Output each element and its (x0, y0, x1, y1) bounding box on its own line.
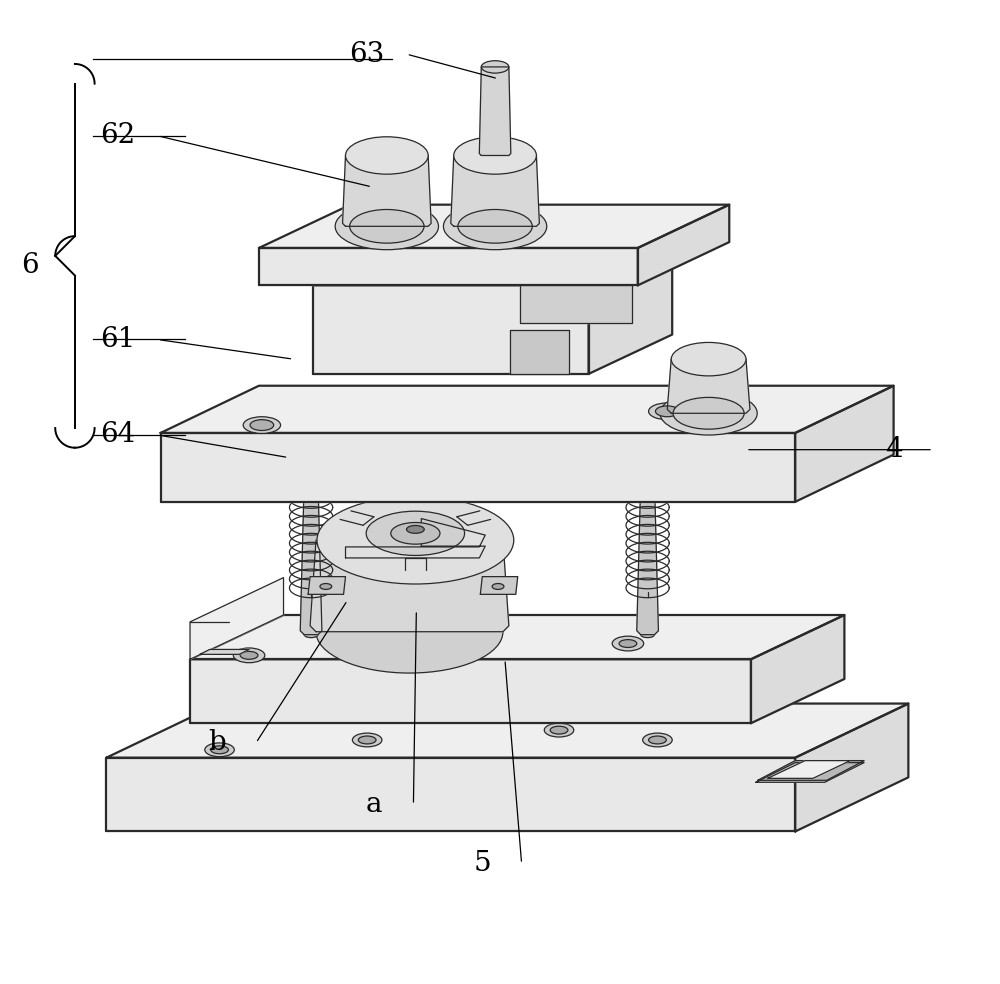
Ellipse shape (205, 743, 234, 757)
Polygon shape (161, 386, 894, 433)
Ellipse shape (649, 736, 666, 744)
Ellipse shape (612, 636, 644, 651)
Polygon shape (200, 649, 249, 654)
Ellipse shape (407, 525, 424, 533)
Polygon shape (795, 386, 894, 502)
Ellipse shape (320, 584, 332, 589)
Polygon shape (637, 482, 658, 635)
Text: 61: 61 (101, 326, 136, 353)
Polygon shape (313, 285, 589, 374)
Ellipse shape (346, 137, 428, 174)
Polygon shape (589, 246, 672, 374)
Ellipse shape (211, 746, 228, 754)
Ellipse shape (243, 417, 281, 434)
Polygon shape (480, 577, 518, 594)
Ellipse shape (454, 137, 536, 174)
Polygon shape (751, 615, 844, 723)
Text: 62: 62 (101, 122, 136, 150)
Ellipse shape (240, 651, 258, 659)
Polygon shape (190, 659, 751, 723)
Text: 4: 4 (885, 436, 902, 463)
Polygon shape (346, 519, 485, 558)
Ellipse shape (352, 733, 382, 747)
Ellipse shape (619, 640, 637, 647)
Polygon shape (758, 761, 864, 780)
Polygon shape (667, 359, 750, 413)
Polygon shape (479, 67, 511, 155)
Ellipse shape (317, 496, 514, 584)
Polygon shape (795, 704, 908, 831)
Ellipse shape (492, 584, 504, 589)
Text: 6: 6 (21, 252, 38, 279)
Ellipse shape (350, 210, 424, 243)
Ellipse shape (655, 405, 679, 417)
Polygon shape (190, 615, 844, 659)
Polygon shape (510, 330, 569, 374)
Polygon shape (343, 155, 431, 226)
Ellipse shape (673, 398, 744, 429)
Ellipse shape (550, 726, 568, 734)
Polygon shape (756, 763, 864, 782)
Ellipse shape (481, 61, 509, 73)
Polygon shape (106, 758, 795, 831)
Ellipse shape (671, 342, 746, 376)
Ellipse shape (391, 523, 440, 544)
Ellipse shape (358, 736, 376, 744)
Polygon shape (638, 205, 729, 285)
Ellipse shape (250, 419, 274, 431)
Ellipse shape (335, 203, 439, 250)
Polygon shape (313, 246, 672, 285)
Polygon shape (259, 205, 729, 248)
Text: 5: 5 (473, 850, 491, 878)
Ellipse shape (233, 647, 265, 663)
Polygon shape (190, 578, 284, 659)
Polygon shape (308, 577, 346, 594)
Polygon shape (310, 540, 509, 632)
Ellipse shape (316, 590, 503, 673)
Ellipse shape (660, 392, 757, 435)
Ellipse shape (643, 733, 672, 747)
Ellipse shape (453, 261, 473, 270)
Text: 63: 63 (350, 40, 385, 68)
Ellipse shape (544, 723, 574, 737)
Polygon shape (300, 482, 322, 635)
Ellipse shape (366, 512, 465, 555)
Text: a: a (366, 791, 382, 819)
Ellipse shape (304, 479, 318, 485)
Text: b: b (208, 729, 225, 757)
Polygon shape (768, 761, 850, 778)
Polygon shape (106, 704, 908, 758)
Ellipse shape (458, 210, 532, 243)
Polygon shape (451, 155, 539, 226)
Ellipse shape (641, 632, 654, 638)
Ellipse shape (649, 402, 686, 419)
Ellipse shape (443, 203, 547, 250)
Ellipse shape (641, 479, 654, 485)
Polygon shape (520, 285, 632, 323)
Ellipse shape (304, 632, 318, 638)
Polygon shape (161, 433, 795, 502)
Polygon shape (259, 248, 638, 285)
Text: 64: 64 (101, 421, 136, 449)
